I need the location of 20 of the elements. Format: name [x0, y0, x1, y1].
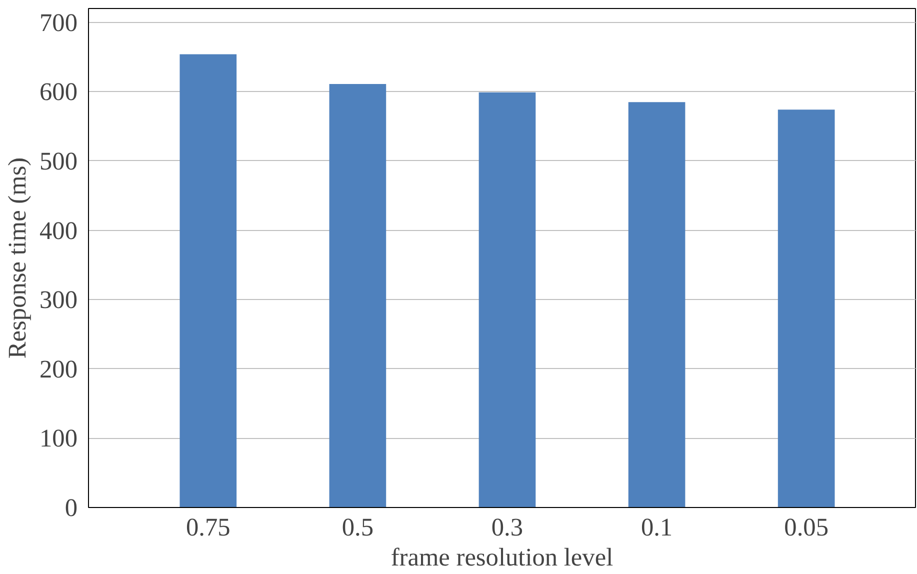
- y-tick-label: 500: [40, 147, 78, 176]
- bar: [628, 102, 686, 508]
- y-tick-label: 0: [64, 494, 78, 522]
- bar: [329, 84, 386, 508]
- x-tick-label: 0.5: [342, 514, 374, 542]
- bar: [478, 92, 536, 508]
- bar: [778, 110, 835, 508]
- x-axis-title: frame resolution level: [390, 544, 614, 572]
- y-tick-label: 700: [40, 8, 78, 37]
- y-tick-label: 200: [40, 355, 78, 384]
- y-tick-label: 600: [40, 78, 78, 106]
- x-tick-label: 0.3: [491, 514, 524, 542]
- x-tick-label: 0.75: [186, 514, 230, 542]
- x-tick-label: 0.1: [640, 514, 673, 542]
- y-tick-label: 400: [40, 216, 78, 245]
- x-tick-label: 0.05: [784, 514, 828, 542]
- y-tick-label: 300: [40, 286, 78, 314]
- y-axis-title: Response time (ms): [4, 157, 32, 359]
- y-tick-label: 100: [40, 424, 78, 453]
- bar: [180, 54, 237, 508]
